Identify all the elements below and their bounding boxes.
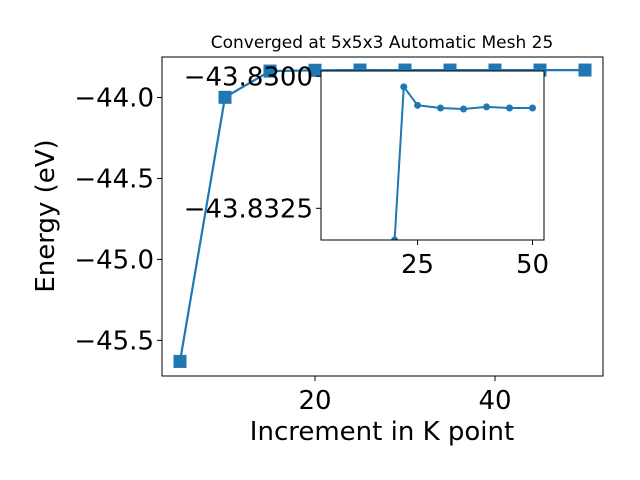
main-plot-area (161, 56, 604, 377)
data-point (483, 103, 491, 111)
x-axis-label: Increment in K point (250, 417, 514, 447)
y-tick-label: −43.8325 (184, 194, 313, 224)
data-point (460, 105, 468, 113)
data-point (391, 236, 399, 240)
y-axis-label: Energy (eV) (31, 139, 61, 292)
y-tick-label: −45.0 (74, 245, 154, 275)
main-x-axis: 20 40 (298, 376, 512, 416)
inset-background (321, 71, 544, 240)
data-point (506, 104, 514, 112)
data-point (437, 104, 445, 112)
inset-series (391, 83, 537, 240)
data-point (400, 83, 408, 91)
data-point (578, 63, 592, 77)
data-point (529, 104, 537, 112)
x-tick-label: 50 (516, 250, 549, 280)
inset-x-axis: 25 50 (401, 240, 549, 280)
series-line (178, 68, 585, 362)
inset-plot-area (320, 70, 545, 241)
series-line (393, 85, 533, 240)
x-tick-label: 40 (478, 386, 511, 416)
y-tick-label: −44.5 (74, 164, 154, 194)
chart-title: Converged at 5x5x3 Automatic Mesh 25 (211, 33, 554, 53)
data-point (308, 63, 322, 77)
data-point (263, 64, 277, 78)
y-tick-label: −45.5 (74, 326, 154, 356)
y-tick-label: −44.0 (74, 83, 154, 113)
y-tick-label: −43.8300 (184, 62, 313, 92)
x-tick-label: 20 (298, 386, 331, 416)
data-point (414, 101, 422, 109)
main-y-axis: −44.0 −44.5 −45.0 −45.5 (74, 83, 162, 356)
data-point (173, 354, 187, 368)
x-tick-label: 25 (401, 250, 434, 280)
data-point (218, 90, 232, 104)
inset-y-axis: −43.8325 −43.8300 (184, 62, 321, 224)
